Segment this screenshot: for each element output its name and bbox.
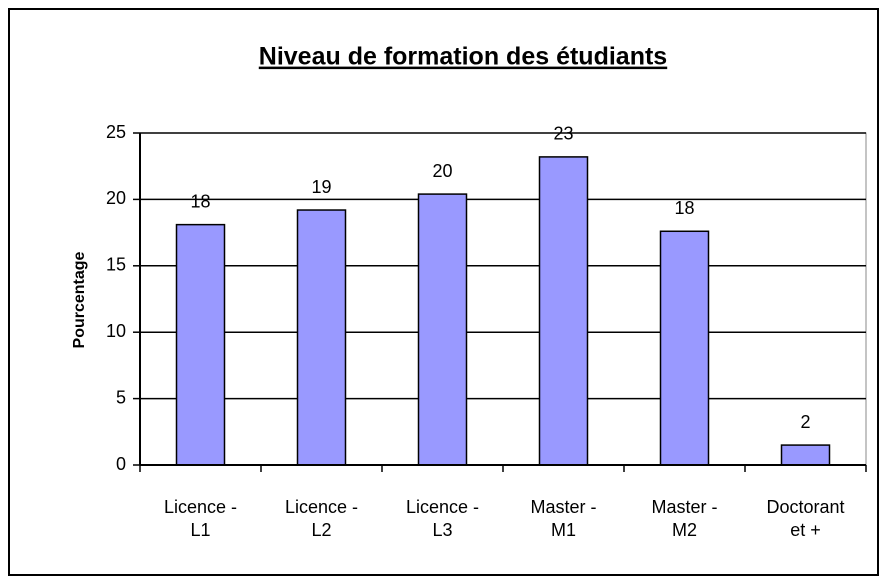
data-label: 18 bbox=[674, 198, 694, 218]
x-tick-label: Licence - bbox=[164, 497, 237, 517]
y-axis-label: Pourcentage bbox=[71, 251, 88, 348]
x-tick-label: M2 bbox=[672, 520, 697, 540]
data-label: 18 bbox=[190, 191, 210, 211]
bar bbox=[659, 230, 710, 466]
y-tick-label: 10 bbox=[106, 321, 126, 341]
y-tick-label: 15 bbox=[106, 255, 126, 275]
bar bbox=[538, 156, 589, 466]
y-tick-label: 20 bbox=[106, 188, 126, 208]
x-tick-label: L3 bbox=[432, 520, 452, 540]
x-tick-label: Licence - bbox=[285, 497, 358, 517]
x-tick-label: L1 bbox=[190, 520, 210, 540]
y-tick-label: 5 bbox=[116, 387, 126, 407]
data-label: 23 bbox=[553, 124, 573, 144]
x-tick-label: L2 bbox=[311, 520, 331, 540]
x-tick-label: Licence - bbox=[406, 497, 479, 517]
y-tick-label: 0 bbox=[116, 454, 126, 474]
data-label: 2 bbox=[800, 412, 810, 432]
chart-title: Niveau de formation des étudiants bbox=[259, 43, 667, 71]
x-tick-label: et + bbox=[790, 520, 821, 540]
bar bbox=[417, 193, 468, 466]
x-tick-label: Master - bbox=[651, 497, 717, 517]
x-tick-label: M1 bbox=[551, 520, 576, 540]
data-label: 20 bbox=[432, 161, 452, 181]
bar bbox=[780, 444, 831, 466]
data-label: 19 bbox=[311, 177, 331, 197]
x-tick-label: Doctorant bbox=[766, 497, 844, 517]
y-tick-label: 25 bbox=[106, 122, 126, 142]
bar bbox=[296, 209, 347, 466]
x-tick-label: Master - bbox=[530, 497, 596, 517]
bar bbox=[175, 223, 226, 466]
